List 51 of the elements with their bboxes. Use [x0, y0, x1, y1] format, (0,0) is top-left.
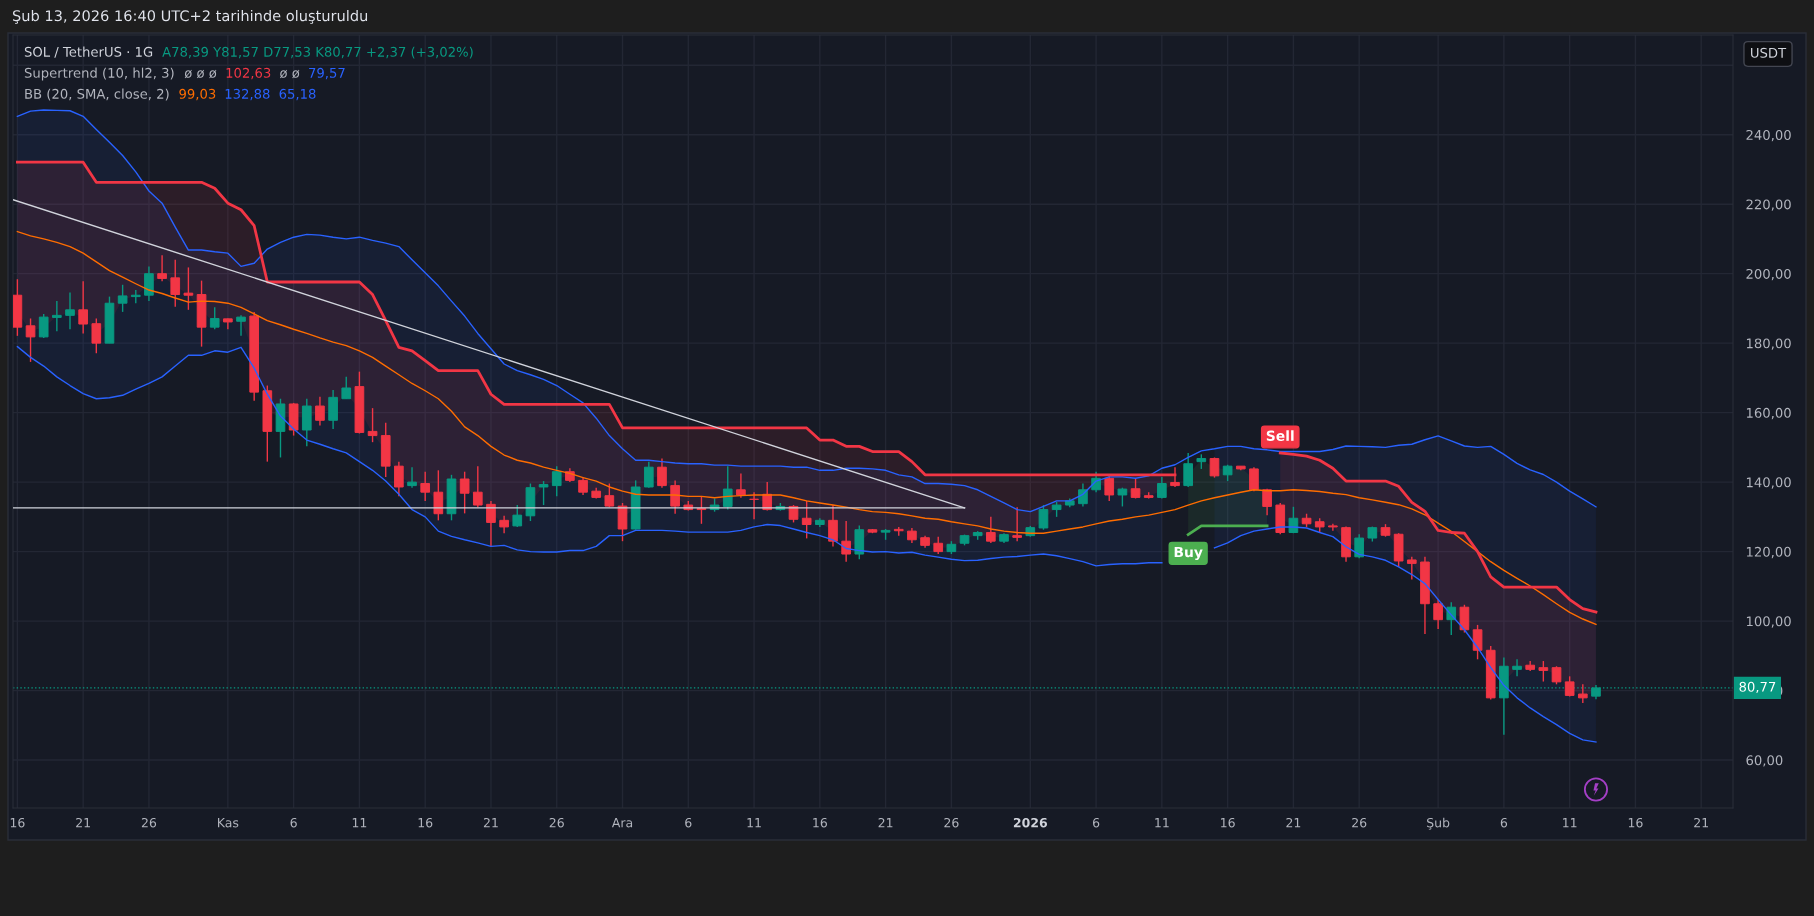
x-tick-label: 11 [747, 818, 761, 828]
y-tick-label: 200,00 [1746, 268, 1791, 281]
annotation: 132,88 [225, 88, 270, 101]
x-tick-label: 21 [1286, 817, 1301, 828]
text: Şub 13, 2026 16:40 UTC+2 tarihinde oluşturuldu [12, 9, 368, 24]
x-tick-label: 21 [878, 817, 893, 828]
x-tick-label: 26 [1352, 817, 1367, 828]
annotation: A78,39 Y81,57 D77,53 K80,77 +2,37 (+3,02%) [162, 46, 473, 59]
x-tick-label: 21 [1694, 817, 1709, 828]
x-tick-label: 11 [1563, 818, 1577, 828]
x-tick-label: 26 [944, 817, 959, 828]
ref-line-label: 80,77 [1739, 681, 1776, 694]
annotation: Buy [1174, 546, 1203, 561]
annotation: 99,03 [179, 88, 216, 101]
x-tick-label: 26 [549, 817, 564, 828]
y-axis-title: USDT [1751, 47, 1787, 58]
annotation: BB (20, SMA, close, 2) [25, 88, 169, 101]
y-tick-label: 240,00 [1746, 129, 1791, 142]
annotation: 65,18 [279, 88, 316, 101]
x-tick-label: 6 [1500, 817, 1508, 828]
annotation: 79,57 [309, 67, 345, 80]
y-tick-label: 160,00 [1746, 407, 1791, 420]
x-tick-label: 6 [1092, 817, 1100, 828]
y-tick-label: 100,00 [1746, 616, 1791, 628]
x-tick-label: 2026 [1013, 817, 1048, 828]
x-tick-label: 26 [141, 817, 157, 828]
annotation: ø ø [279, 69, 300, 79]
annotation: Supertrend (10, hl2, 3) [24, 67, 174, 81]
annotation: 102,63 [226, 67, 271, 80]
x-tick-label: 6 [290, 817, 297, 828]
x-tick-label: 21 [483, 817, 498, 828]
x-tick-label: 16 [1628, 817, 1643, 828]
y-tick-label: 220,00 [1746, 199, 1791, 211]
x-tick-label: 16 [813, 817, 827, 828]
x-tick-label: 6 [685, 817, 692, 828]
y-tick-label: 140,00 [1746, 477, 1791, 489]
x-tick-label: 11 [1155, 818, 1169, 828]
x-tick-label: Şub [1427, 817, 1450, 830]
annotation: Sell [1266, 430, 1294, 441]
x-tick-label: 16 [10, 817, 25, 828]
y-tick-label: 120,00 [1746, 546, 1791, 559]
y-tick-label: 60,00 [1746, 755, 1783, 767]
x-tick-label: 21 [76, 817, 90, 828]
x-tick-label: Kas [218, 818, 239, 828]
x-tick-label: 16 [1221, 817, 1235, 828]
x-tick-label: Ara [611, 818, 633, 828]
text: SOL / TetherUS · 1G [24, 46, 153, 58]
x-tick-label: 16 [418, 817, 433, 828]
y-tick-label: 180,00 [1746, 338, 1791, 350]
annotation: ø ø ø [184, 69, 217, 79]
x-tick-label: 11 [352, 818, 367, 828]
